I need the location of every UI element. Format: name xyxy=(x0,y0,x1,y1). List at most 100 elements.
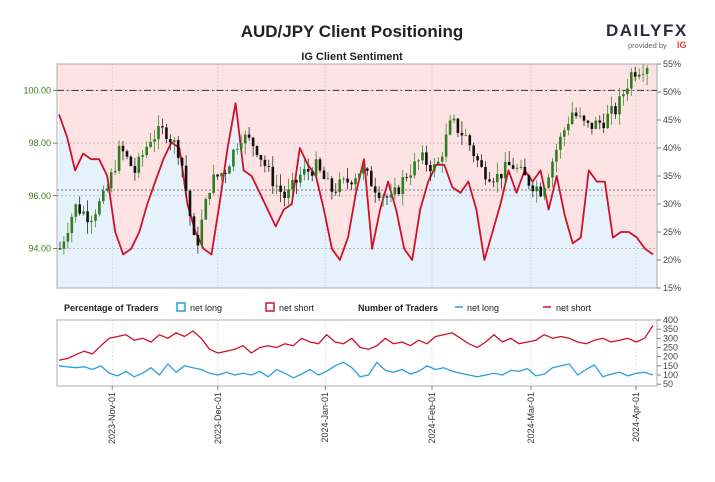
candle-up xyxy=(90,220,93,223)
candle-down xyxy=(251,137,255,147)
candle-down xyxy=(86,211,89,223)
traders-tick-label: 250 xyxy=(663,343,678,353)
candle-up xyxy=(106,188,109,191)
candle-up xyxy=(433,164,436,172)
candle-up xyxy=(618,96,621,115)
candle-up xyxy=(559,136,562,150)
chart-subtitle: IG Client Sentiment xyxy=(301,51,403,63)
candle-down xyxy=(247,134,251,138)
candle-down xyxy=(377,192,381,198)
candle-down xyxy=(456,118,460,133)
candle-down xyxy=(574,112,578,117)
candle-up xyxy=(594,120,598,129)
candle-up xyxy=(503,161,507,179)
candle-down xyxy=(468,135,472,146)
pct-tick-label: 45% xyxy=(663,115,681,125)
legend-pct-title: Percentage of Traders xyxy=(64,303,159,313)
logo-ig-text: IG xyxy=(677,40,687,50)
net-long-count-line xyxy=(58,361,654,379)
candle-down xyxy=(366,168,369,171)
candle-down xyxy=(373,186,377,193)
candle-up xyxy=(519,166,523,168)
logo-main-text: DAILYFX xyxy=(606,21,688,40)
legend: Percentage of Traders net long net short… xyxy=(64,302,592,313)
candle-up xyxy=(354,178,357,185)
main-plot-area xyxy=(57,64,657,288)
candle-up xyxy=(94,214,97,221)
candle-up xyxy=(70,216,74,234)
candle-down xyxy=(121,145,125,152)
candle-down xyxy=(507,161,511,166)
candle-down xyxy=(184,165,188,191)
candle-down xyxy=(539,186,542,197)
candle-up xyxy=(436,161,440,165)
candle-down xyxy=(334,191,338,193)
candle-up xyxy=(535,186,538,192)
candle-down xyxy=(188,190,192,217)
candle-up xyxy=(389,194,393,198)
traders-tick-label: 200 xyxy=(663,352,678,362)
candle-up xyxy=(291,180,294,190)
candle-up xyxy=(326,178,330,180)
candle-down xyxy=(586,120,590,123)
candle-up xyxy=(66,233,70,242)
candle-down xyxy=(429,165,432,172)
candle-up xyxy=(275,185,278,187)
candle-down xyxy=(598,120,602,123)
candle-up xyxy=(74,204,78,217)
candle-down xyxy=(385,196,389,198)
candle-up xyxy=(157,126,160,140)
candle-up xyxy=(314,159,318,176)
candle-down xyxy=(255,146,259,156)
traders-tick-label: 150 xyxy=(663,361,678,371)
candle-down xyxy=(279,185,282,192)
candle-up xyxy=(212,174,215,193)
candle-down xyxy=(633,72,637,77)
candle-down xyxy=(330,178,334,192)
chart-title: AUD/JPY Client Positioning xyxy=(241,22,464,41)
candle-down xyxy=(405,177,408,178)
candle-up xyxy=(381,196,385,198)
candle-down xyxy=(263,159,267,166)
candle-up xyxy=(563,130,566,137)
traders-tick-label: 300 xyxy=(663,333,678,343)
candle-up xyxy=(622,94,625,97)
candle-down xyxy=(480,160,483,167)
traders-tick-label: 50 xyxy=(663,379,673,389)
pct-tick-label: 15% xyxy=(663,283,681,293)
price-tick-label: 96.00 xyxy=(28,191,51,201)
candle-up xyxy=(401,177,405,195)
candle-up xyxy=(239,143,243,149)
legend-pct-short-swatch xyxy=(265,302,275,312)
candle-down xyxy=(350,182,353,185)
candle-up xyxy=(342,178,345,180)
net-short-count-line xyxy=(58,325,654,361)
candle-down xyxy=(460,132,464,136)
candle-up xyxy=(637,74,641,77)
candle-down xyxy=(370,170,373,187)
candle-down xyxy=(125,151,129,157)
candle-up xyxy=(287,189,290,199)
date-tick-label: 2023-Dec-01 xyxy=(213,392,223,444)
candle-up xyxy=(236,148,239,150)
candle-down xyxy=(306,168,310,172)
candle-up xyxy=(464,135,468,137)
candle-up xyxy=(338,179,341,193)
candle-up xyxy=(141,155,144,157)
candle-up xyxy=(452,118,456,121)
candle-down xyxy=(523,166,527,176)
pct-tick-label: 20% xyxy=(663,255,681,265)
candle-up xyxy=(82,211,85,214)
legend-num-title: Number of Traders xyxy=(358,303,438,313)
candle-up xyxy=(102,190,105,202)
candle-down xyxy=(165,127,168,139)
pct-tick-label: 30% xyxy=(663,199,681,209)
candle-down xyxy=(180,157,184,166)
legend-pct-long-label: net long xyxy=(190,303,222,313)
dailyfx-logo[interactable]: DAILYFX provided by IG xyxy=(606,21,688,50)
candle-up xyxy=(153,139,156,142)
candle-down xyxy=(224,173,227,174)
price-tick-label: 98.00 xyxy=(28,138,51,148)
